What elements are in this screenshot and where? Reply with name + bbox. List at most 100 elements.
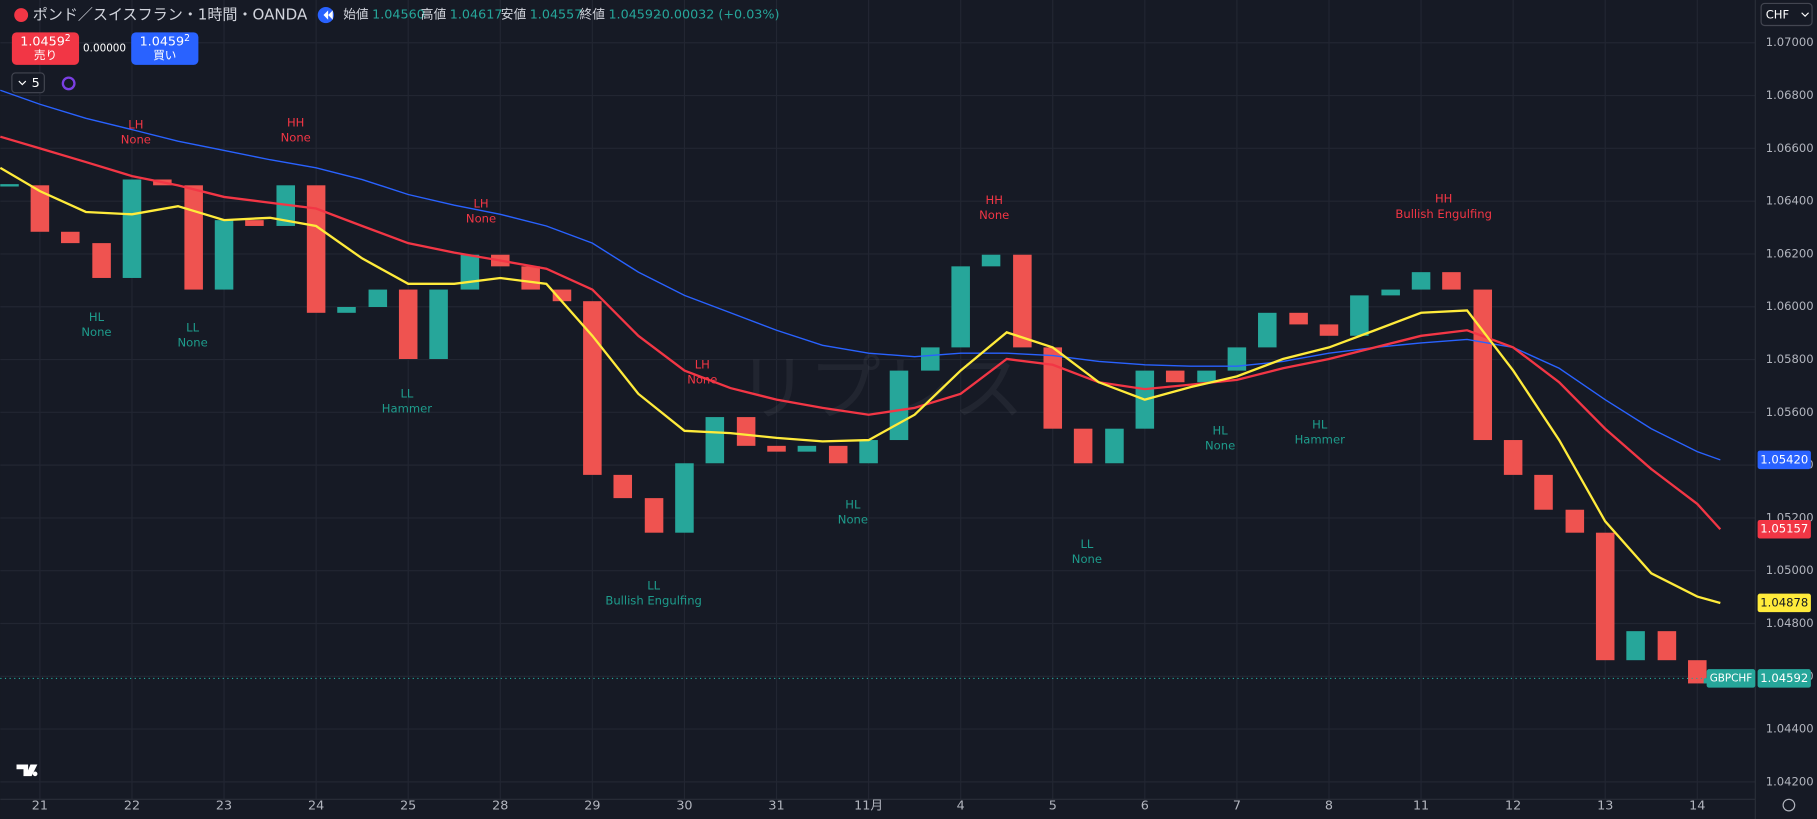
sell-button[interactable] [11, 32, 80, 65]
candle [1565, 509, 1585, 533]
pattern-label: LL [186, 320, 199, 334]
interval: 5 [32, 76, 40, 91]
candle [1319, 324, 1339, 336]
x-tick-label: 12 [1505, 799, 1521, 814]
x-tick-label: 7 [1233, 799, 1241, 814]
y-tick-label: 1.04400 [1766, 722, 1814, 736]
pattern-name: None [466, 211, 496, 225]
x-tick-label: 31 [768, 799, 784, 814]
candle [92, 243, 111, 278]
candle [1258, 312, 1277, 348]
symbol-tag-label: GBPCHF [1710, 672, 1753, 684]
sell-pip: 2 [65, 33, 71, 44]
x-tick-label: 22 [124, 799, 140, 814]
pattern-label: HL [845, 498, 861, 512]
pattern-name: Hammer [1295, 433, 1345, 447]
candle [429, 289, 448, 360]
x-tick-label: 28 [492, 799, 508, 814]
pattern-label: HH [287, 115, 304, 129]
x-tick-label: 8 [1325, 799, 1333, 814]
pattern-name: None [121, 133, 151, 147]
candle [1197, 370, 1216, 383]
buy-price: 1.04592 [140, 33, 190, 49]
candle [521, 266, 540, 290]
y-tick-label: 1.06200 [1766, 246, 1814, 260]
candle [122, 179, 142, 278]
ohlc-value: 1.04560 [372, 8, 425, 23]
candle [245, 220, 264, 226]
pattern-label: HH [1435, 192, 1452, 206]
y-tick-label: 1.06800 [1766, 88, 1814, 102]
pattern-name: Bullish Engulfing [1395, 207, 1492, 221]
moving-average [0, 166, 1721, 605]
pattern-name: None [177, 335, 207, 349]
candle [1013, 254, 1032, 348]
currency-selector[interactable] [1760, 2, 1813, 27]
settings-icon[interactable] [1782, 798, 1796, 812]
buy-button[interactable] [131, 32, 199, 65]
candle [1105, 428, 1124, 464]
dropdown-icon [1801, 12, 1809, 18]
ohlc-label: 高値 [421, 7, 447, 23]
x-tick-label: 4 [957, 799, 965, 814]
candle [797, 445, 817, 452]
candle [460, 254, 480, 290]
x-tick-label: 23 [216, 799, 232, 814]
price-tag-label: 1.04592 [1760, 671, 1808, 685]
candle [1165, 370, 1185, 383]
pattern-label: LH [128, 118, 143, 132]
pattern-name: None [81, 325, 111, 339]
buy-price-main: 1.0459 [140, 34, 185, 49]
y-tick-label: 1.04800 [1766, 616, 1814, 630]
candle [767, 445, 786, 452]
candle [1073, 428, 1093, 464]
price-tag [1757, 450, 1811, 470]
x-tick-label: 11 [1413, 799, 1429, 814]
sync-icon[interactable] [61, 76, 76, 91]
x-tick-label: 5 [1049, 799, 1057, 814]
price-tag-label: 1.05420 [1760, 452, 1808, 466]
x-tick-label: 30 [676, 799, 692, 814]
ohlc-value: 1.04557 [530, 8, 583, 23]
candle [1381, 289, 1400, 296]
y-tick-label: 1.05000 [1766, 563, 1814, 577]
ohlc-label: 終値 [580, 7, 606, 23]
candle [1442, 272, 1461, 290]
pattern-label: HH [986, 193, 1003, 207]
y-tick-label: 1.04200 [1766, 774, 1814, 788]
x-tick-label: 24 [308, 799, 324, 814]
x-tick-label: 25 [400, 799, 416, 814]
logo [16, 764, 38, 777]
candle [1595, 532, 1615, 661]
candle [398, 289, 418, 360]
pattern-label: LH [695, 357, 710, 371]
candle [1043, 347, 1063, 429]
pattern-name: None [838, 513, 868, 527]
candle [705, 417, 725, 464]
price-tag-label: 1.05157 [1760, 522, 1808, 536]
candle [859, 440, 878, 464]
candle [61, 231, 80, 244]
sell-price: 1.04592 [20, 33, 70, 49]
candle [214, 220, 234, 290]
candle [981, 254, 1001, 267]
pattern-name: None [281, 130, 311, 144]
candle [552, 289, 572, 302]
pattern-name: Bullish Engulfing [605, 594, 702, 608]
y-tick-label: 1.05800 [1766, 352, 1814, 366]
candle [1657, 631, 1677, 661]
x-tick-label: 11月 [854, 799, 883, 814]
currency: CHF [1766, 8, 1789, 22]
candle [368, 289, 388, 307]
interval-selector[interactable] [11, 72, 45, 94]
symbol-tag [1706, 669, 1756, 688]
x-tick-label: 21 [32, 799, 48, 814]
ohlc-label: 始値 [343, 7, 369, 23]
pattern-label: LL [1080, 537, 1093, 551]
pattern-name: None [979, 208, 1009, 222]
moving-average [0, 135, 1722, 531]
candle [736, 417, 756, 446]
candle [613, 474, 633, 499]
